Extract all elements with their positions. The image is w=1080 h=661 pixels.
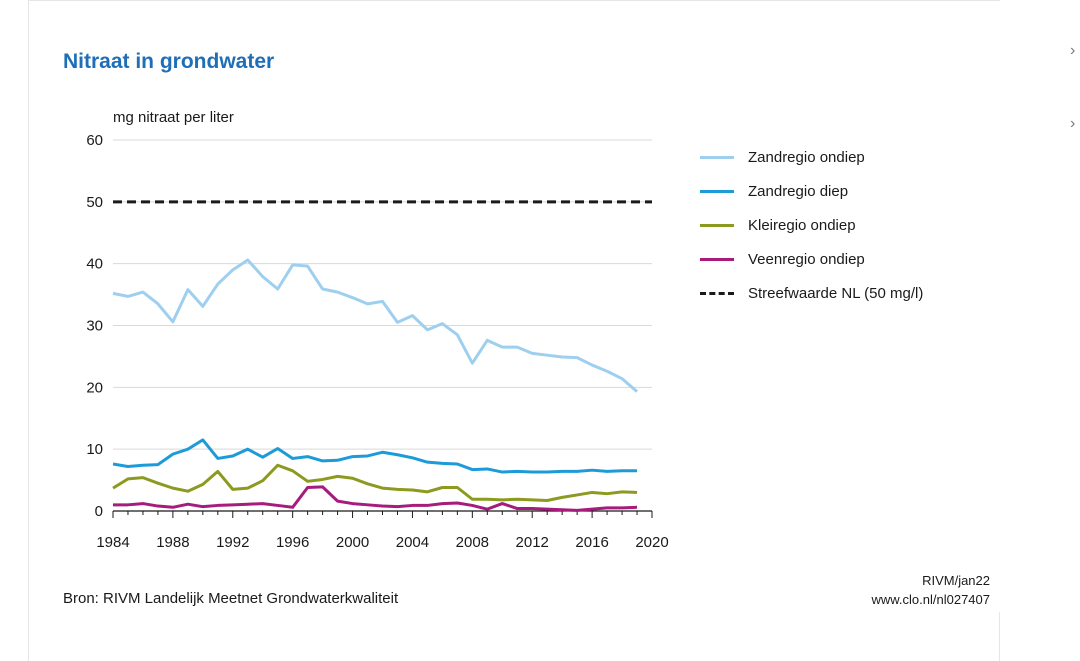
panel-border-top xyxy=(28,0,1000,1)
x-tick-label: 2000 xyxy=(336,534,369,551)
legend-label: Streefwaarde NL (50 mg/l) xyxy=(748,284,924,302)
y-tick-labels: 0 10 20 30 40 50 60 xyxy=(86,132,103,520)
y-tick-label: 10 xyxy=(86,441,103,458)
panel-border-right xyxy=(999,612,1000,661)
panel-border-left xyxy=(28,0,29,661)
x-tick-label: 2020 xyxy=(635,534,668,551)
chevron-right-icon[interactable]: › xyxy=(1070,42,1076,59)
y-tick-label: 30 xyxy=(86,318,103,335)
legend-label: Veenregio ondiep xyxy=(748,250,865,268)
y-tick-label: 40 xyxy=(86,256,103,273)
x-tick-label: 2012 xyxy=(516,534,549,551)
x-tick-label: 2004 xyxy=(396,534,429,551)
legend-label: Zandregio ondiep xyxy=(748,148,865,166)
y-tick-label: 50 xyxy=(86,194,103,211)
y-tick-label: 0 xyxy=(95,503,103,520)
x-tick-label: 1992 xyxy=(216,534,249,551)
x-tick-label: 1988 xyxy=(156,534,189,551)
credit-url[interactable]: www.clo.nl/nl027407 xyxy=(871,592,990,607)
legend-swatch xyxy=(700,257,734,261)
x-tick-label: 1996 xyxy=(276,534,309,551)
x-tick-label: 1984 xyxy=(96,534,129,551)
legend: Zandregio ondiep Zandregio diep Kleiregi… xyxy=(700,140,923,310)
legend-swatch xyxy=(700,155,734,159)
source-note: Bron: RIVM Landelijk Meetnet Grondwaterk… xyxy=(63,590,399,607)
gridlines xyxy=(112,139,653,518)
y-axis-label: mg nitraat per liter xyxy=(113,109,234,126)
x-tick-label: 2016 xyxy=(575,534,608,551)
legend-label: Kleiregio ondiep xyxy=(748,216,856,234)
y-tick-label: 60 xyxy=(86,132,103,149)
legend-item: Veenregio ondiep xyxy=(700,242,923,276)
credit-line: RIVM/jan22 xyxy=(922,573,990,588)
legend-label: Zandregio diep xyxy=(748,182,849,200)
x-tick-label: 2008 xyxy=(456,534,489,551)
legend-swatch xyxy=(700,223,734,227)
chevron-right-icon[interactable]: › xyxy=(1070,115,1076,132)
legend-item: Zandregio ondiep xyxy=(700,140,923,174)
series-line-2 xyxy=(112,438,638,474)
legend-swatch-dashed xyxy=(700,291,734,295)
x-tick-labels: 1984 1988 1992 1996 2000 2004 2008 2012 2016 2020 xyxy=(96,534,668,551)
legend-swatch xyxy=(700,189,734,193)
series-line-4 xyxy=(113,485,638,512)
legend-item: Kleiregio ondiep xyxy=(700,208,923,242)
chart-title: Nitraat in grondwater xyxy=(63,50,275,73)
series-line-3 xyxy=(112,463,638,502)
series-line-1 xyxy=(112,258,639,393)
credit: RIVM/jan22 www.clo.nl/nl027407 xyxy=(871,571,990,609)
series-lines xyxy=(112,258,639,512)
legend-item: Zandregio diep xyxy=(700,174,923,208)
legend-item: Streefwaarde NL (50 mg/l) xyxy=(700,276,923,310)
y-tick-label: 20 xyxy=(86,379,103,396)
